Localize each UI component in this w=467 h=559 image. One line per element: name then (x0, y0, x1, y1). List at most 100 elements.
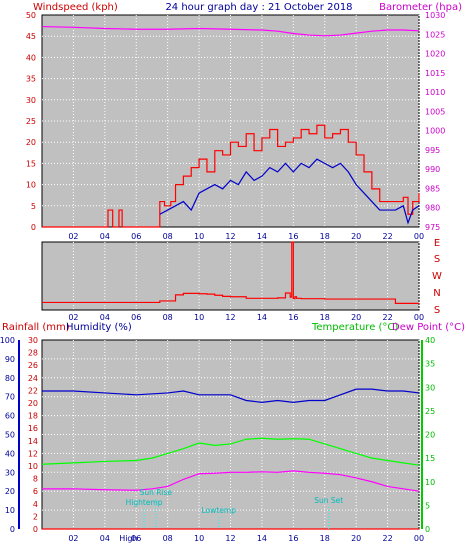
wind-y-tick-label: 20 (26, 138, 36, 147)
hightemp-x-label: High (119, 534, 137, 543)
rain-y-tick-label: 6 (33, 487, 38, 496)
humidity-series-line (42, 388, 420, 403)
baro-y-tick-label: 1010 (425, 88, 445, 97)
wind-x-tick-label: 10 (194, 232, 204, 241)
wind-y-tick-label: 5 (31, 202, 36, 211)
temp-x-tick-label: 04 (100, 534, 110, 543)
barometer-series-line (41, 25, 420, 37)
temp-x-tick-label: 02 (68, 534, 78, 543)
direction-x-tick-label: 06 (131, 313, 141, 322)
baro-y-tick-label: 1000 (425, 127, 445, 136)
direction-x-tick-label: 20 (351, 313, 361, 322)
windspeed-series-line (42, 124, 420, 228)
temperature-series-line (41, 437, 420, 466)
temp-x-tick-label: 10 (194, 534, 204, 543)
dewpoint-series-line (42, 470, 420, 492)
baro-y-tick-label: 975 (425, 223, 440, 232)
baro-y-tick-label: 1005 (425, 107, 445, 116)
humidity-y-tick-label: 80 (5, 374, 15, 383)
rain-y-tick-label: 20 (28, 399, 38, 408)
baro-y-tick-label: 1015 (425, 69, 445, 78)
humidity-y-tick-label: 30 (5, 468, 15, 477)
temp-x-tick-label: 06 (131, 534, 141, 543)
lowtemp-marker-label: Lowtemp (202, 506, 237, 515)
rain-y-tick-label: 26 (28, 361, 38, 370)
wind-y-tick-label: 15 (26, 159, 36, 168)
temp-y-tick-label: 0 (425, 525, 430, 534)
temp-y-tick-label: 20 (425, 431, 435, 440)
wind-y-tick-label: 25 (26, 117, 36, 126)
temp-y-tick-label: 15 (425, 454, 435, 463)
direction-x-tick-label: 04 (100, 313, 110, 322)
direction-x-tick-label: 08 (163, 313, 173, 322)
humidity-y-tick-label: 50 (5, 431, 15, 440)
rain-y-tick-label: 2 (33, 512, 38, 521)
temp-x-tick-label: 16 (288, 534, 298, 543)
wind-x-tick-label: 14 (257, 232, 267, 241)
humidity-y-tick-label: 0 (10, 525, 15, 534)
wind-y-tick-label: 45 (26, 32, 36, 41)
humidity-y-tick-label: 60 (5, 412, 15, 421)
rain-y-tick-label: 10 (28, 462, 38, 471)
direction-label-s2: S (434, 305, 440, 316)
direction-x-tick-label: 02 (68, 313, 78, 322)
direction-series-line (42, 241, 419, 304)
direction-x-tick-label: 18 (320, 313, 330, 322)
humidity-label: Humidity (%) (66, 322, 132, 333)
rain-y-tick-label: 30 (28, 336, 38, 345)
wind-x-tick-label: 12 (225, 232, 235, 241)
rain-y-tick-label: 28 (28, 349, 38, 358)
wind-y-tick-label: 35 (26, 75, 36, 84)
temp-y-tick-label: 10 (425, 478, 435, 487)
wind-y-tick-label: 40 (26, 53, 36, 62)
temp-y-tick-label: 5 (425, 501, 430, 510)
wind-x-tick-label: 08 (163, 232, 173, 241)
rainfall-label: Rainfall (mm) (2, 322, 70, 333)
direction-label-w: W (432, 271, 442, 282)
temp-x-tick-label: 08 (163, 534, 173, 543)
rain-y-tick-label: 14 (28, 437, 38, 446)
hightemp-marker-label: Hightemp (126, 498, 163, 507)
windspeed-label: Windspeed (kph) (33, 2, 118, 13)
humidity-y-tick-label: 100 (0, 336, 15, 345)
rain-y-tick-label: 4 (33, 500, 38, 509)
rain-y-tick-label: 24 (28, 374, 38, 383)
temp-x-tick-label: 12 (225, 534, 235, 543)
direction-label-s1: S (434, 254, 440, 265)
temperature-label: Temperature (°C) (311, 322, 398, 333)
sunrise-marker-label: Sun Rise (140, 488, 173, 497)
rain-y-tick-label: 0 (33, 525, 38, 534)
baro-y-tick-label: 985 (425, 184, 440, 193)
wind-x-tick-label: 04 (100, 232, 110, 241)
direction-x-tick-label: 14 (257, 313, 267, 322)
temp-x-tick-label: 20 (351, 534, 361, 543)
temp-x-tick-label: 14 (257, 534, 267, 543)
wind-x-tick-label: 22 (382, 232, 392, 241)
wind-y-tick-label: 30 (26, 96, 36, 105)
humidity-y-tick-label: 70 (5, 393, 15, 402)
wind-x-tick-label: 06 (131, 232, 141, 241)
wind-y-tick-label: 0 (31, 223, 36, 232)
wind-x-tick-label: 00 (414, 232, 424, 241)
wind-x-tick-label: 18 (320, 232, 330, 241)
baro-y-tick-label: 1020 (425, 50, 445, 59)
baro-y-tick-label: 980 (425, 204, 440, 213)
direction-x-tick-label: 22 (382, 313, 392, 322)
wind-x-tick-label: 02 (68, 232, 78, 241)
temp-x-tick-label: 22 (382, 534, 392, 543)
rain-y-tick-label: 12 (28, 449, 38, 458)
baro-y-tick-label: 995 (425, 146, 440, 155)
wind-y-tick-label: 10 (26, 181, 36, 190)
direction-label-n: N (433, 288, 440, 299)
temp-y-tick-label: 25 (425, 407, 435, 416)
humidity-y-tick-label: 40 (5, 449, 15, 458)
wind-y-tick-label: 50 (26, 11, 36, 20)
rain-y-tick-label: 8 (33, 475, 38, 484)
temp-y-tick-label: 40 (425, 336, 435, 345)
rain-y-tick-label: 22 (28, 386, 38, 395)
baro-y-tick-label: 1030 (425, 11, 445, 20)
temp-x-tick-label: 18 (320, 534, 330, 543)
rain-y-tick-label: 16 (28, 424, 38, 433)
graph-title: 24 hour graph day : 21 October 2018 (165, 2, 352, 13)
